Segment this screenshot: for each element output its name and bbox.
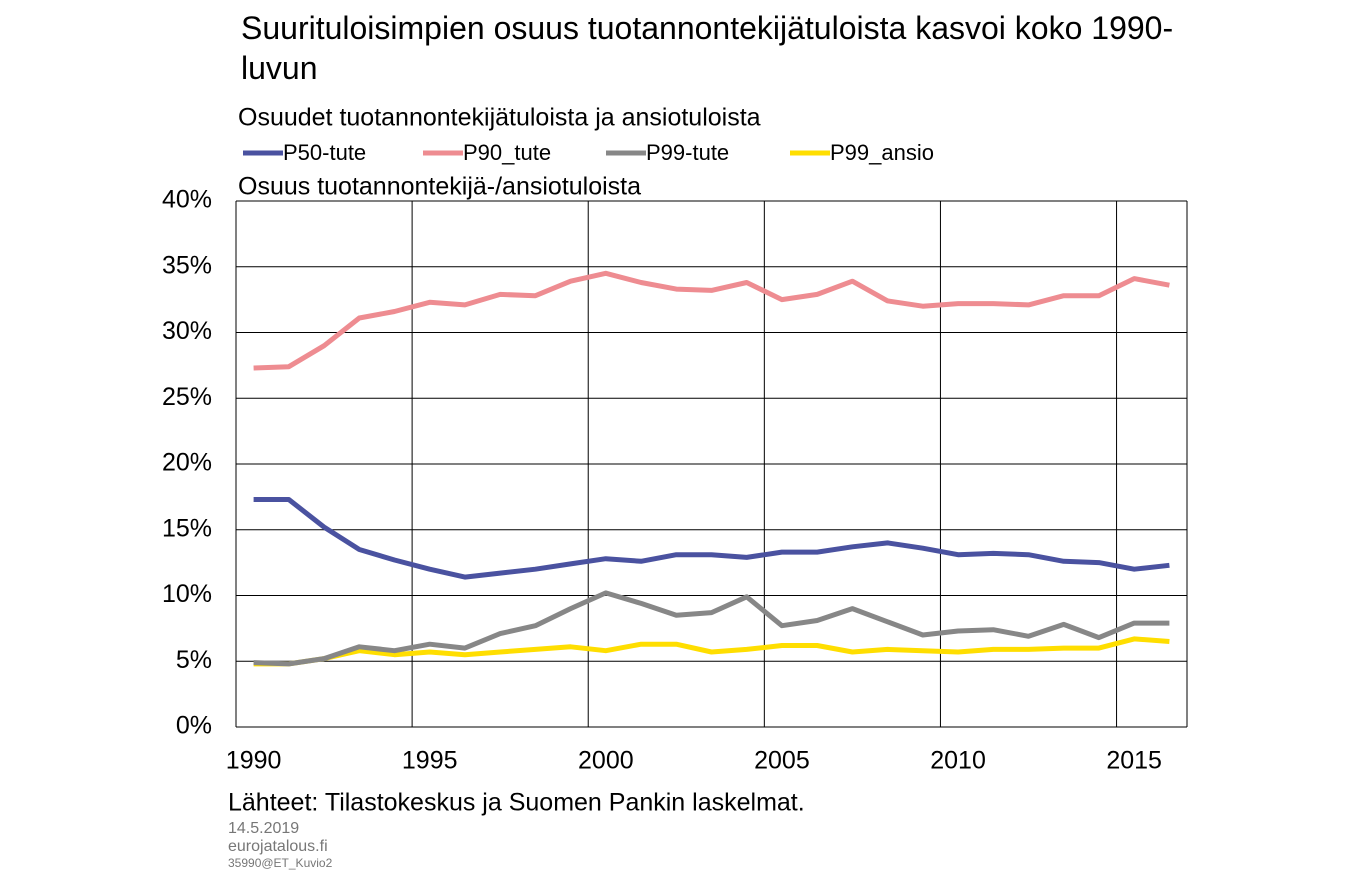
legend-label: P99-tute bbox=[646, 140, 729, 165]
series-line bbox=[253, 636, 1170, 667]
subtitle: Osuudet tuotannontekijätuloista ja ansio… bbox=[238, 104, 761, 132]
y-tick-label: 0% bbox=[176, 712, 212, 740]
y-axis-label: Osuus tuotannontekijä-/ansiotuloista bbox=[238, 173, 641, 201]
legend-label: P99_ansio bbox=[830, 140, 934, 165]
x-tick-label: 2005 bbox=[754, 747, 810, 775]
note-code: 35990@ET_Kuvio2 bbox=[228, 856, 333, 870]
note-date: 14.5.2019 bbox=[228, 820, 299, 837]
series-line bbox=[253, 270, 1170, 371]
x-tick-label: 2010 bbox=[930, 747, 986, 775]
chart-title: Suurituloisimpien osuus tuotannontekijät… bbox=[241, 10, 1174, 86]
y-tick-label: 5% bbox=[176, 646, 212, 674]
legend-label: P90_tute bbox=[463, 140, 551, 165]
x-tick-label: 1990 bbox=[226, 747, 282, 775]
legend-label: P50-tute bbox=[283, 140, 366, 165]
y-tick-label: 15% bbox=[162, 514, 212, 542]
y-tick-label: 25% bbox=[162, 383, 212, 411]
note-site: eurojatalous.fi bbox=[228, 838, 328, 855]
y-tick-label: 20% bbox=[162, 449, 212, 477]
x-tick-label: 1995 bbox=[402, 747, 458, 775]
series-line bbox=[253, 497, 1170, 580]
y-tick-label: 10% bbox=[162, 580, 212, 608]
series-line bbox=[253, 590, 1170, 667]
y-tick-label: 30% bbox=[162, 317, 212, 345]
x-tick-label: 2000 bbox=[578, 747, 634, 775]
source: Lähteet: Tilastokeskus ja Suomen Pankin … bbox=[228, 789, 805, 817]
y-tick-label: 40% bbox=[162, 186, 212, 214]
x-tick-label: 2015 bbox=[1106, 747, 1162, 775]
y-tick-label: 35% bbox=[162, 251, 212, 279]
